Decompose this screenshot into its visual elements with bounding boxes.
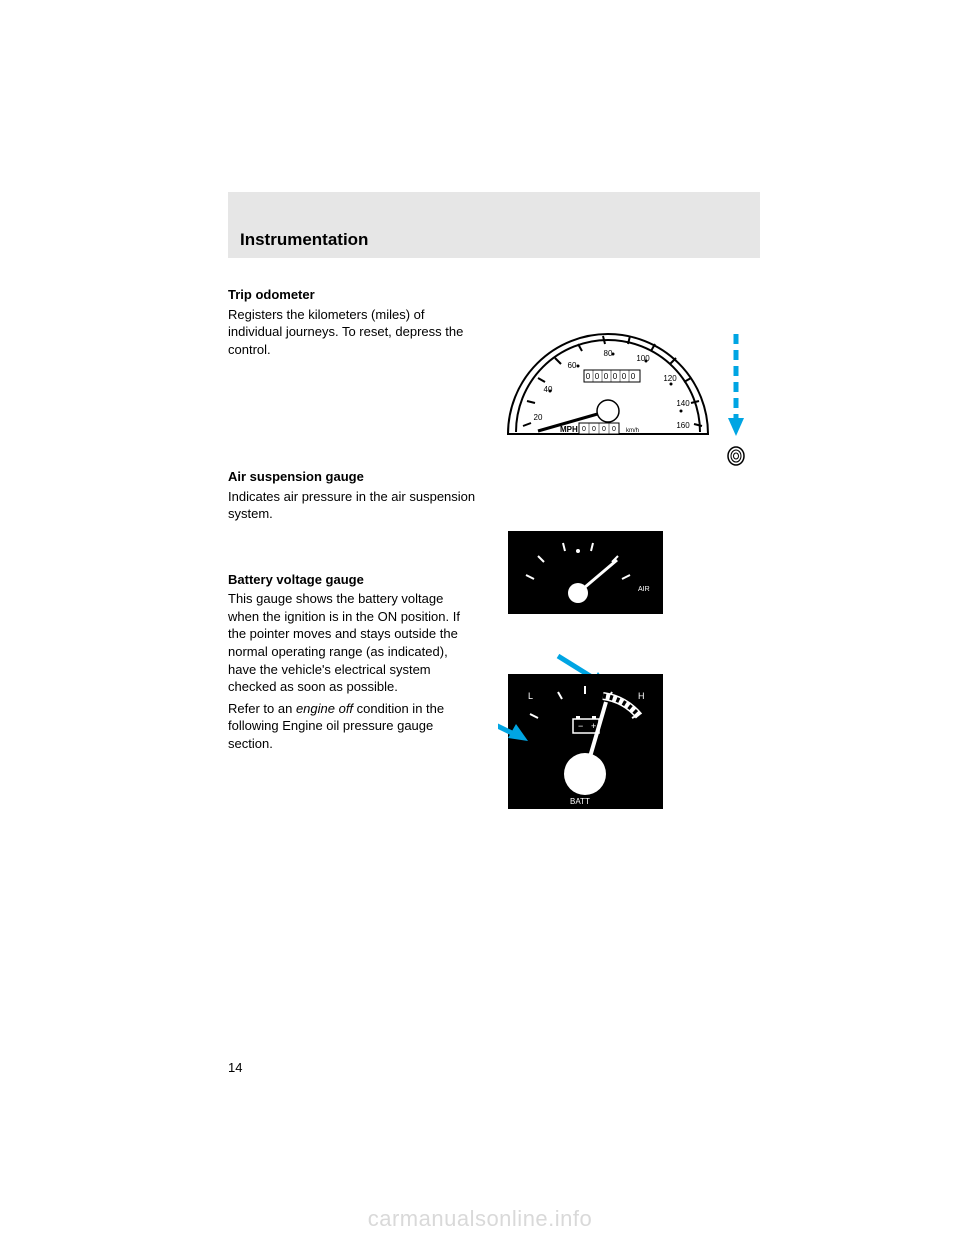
gauge-wrap: 20 40 60 80 100 120 140 160 [498,286,760,806]
sp-mph: MPH [560,425,578,434]
trip-title: Trip odometer [228,286,478,304]
air-title: Air suspension gauge [228,468,478,486]
air-body: Indicates air pressure in the air suspen… [228,488,478,523]
svg-text:0: 0 [586,372,591,381]
trip-section: Trip odometer Registers the kilometers (… [228,286,478,358]
battery-gauge: L H − + BATT [508,674,663,809]
page-container: Instrumentation Trip odometer Registers … [228,192,760,752]
sp-40: 40 [544,385,553,394]
sp-120: 120 [663,374,677,383]
sp-140: 140 [676,399,690,408]
svg-text:0: 0 [604,372,609,381]
trip-body: Registers the kilometers (miles) of indi… [228,306,478,359]
watermark: carmanualsonline.info [368,1206,593,1232]
svg-text:0: 0 [602,426,606,433]
sp-20: 20 [534,413,543,422]
svg-text:0: 0 [613,372,618,381]
svg-text:0: 0 [595,372,600,381]
reset-control [728,334,744,465]
air-section: Air suspension gauge Indicates air press… [228,468,478,523]
header-bar: Instrumentation [228,192,760,258]
page-number: 14 [228,1060,242,1075]
battery-body2: Refer to an engine off condition in the … [228,700,478,753]
battery-body2-em: engine off [296,701,353,716]
header-title: Instrumentation [240,230,748,250]
gauges-svg: 20 40 60 80 100 120 140 160 [498,286,760,846]
content-row: Trip odometer Registers the kilometers (… [228,286,760,752]
svg-text:0: 0 [612,426,616,433]
speedometer: 20 40 60 80 100 120 140 160 [508,334,708,434]
battery-body2-prefix: Refer to an [228,701,296,716]
batt-H: H [638,691,645,701]
sp-60: 60 [568,361,577,370]
sp-80: 80 [604,349,613,358]
svg-text:0: 0 [592,426,596,433]
air-label: AIR [638,586,650,593]
sp-160: 160 [676,421,690,430]
air-gauge: AIR [508,531,663,614]
svg-text:0: 0 [622,372,627,381]
sp-kmh: km/h [626,428,639,434]
batt-label: BATT [570,797,590,806]
text-column: Trip odometer Registers the kilometers (… [228,286,478,752]
battery-section: Battery voltage gauge This gauge shows t… [228,571,478,752]
battery-title: Battery voltage gauge [228,571,478,589]
graphic-column: 20 40 60 80 100 120 140 160 [498,286,760,752]
batt-plus: + [591,721,596,731]
dashed-arrow-head [728,418,744,436]
batt-minus: − [578,721,583,731]
svg-text:0: 0 [631,372,636,381]
svg-text:0: 0 [582,426,586,433]
batt-L: L [528,691,533,701]
sp-100: 100 [636,354,650,363]
battery-body1: This gauge shows the battery voltage whe… [228,590,478,695]
